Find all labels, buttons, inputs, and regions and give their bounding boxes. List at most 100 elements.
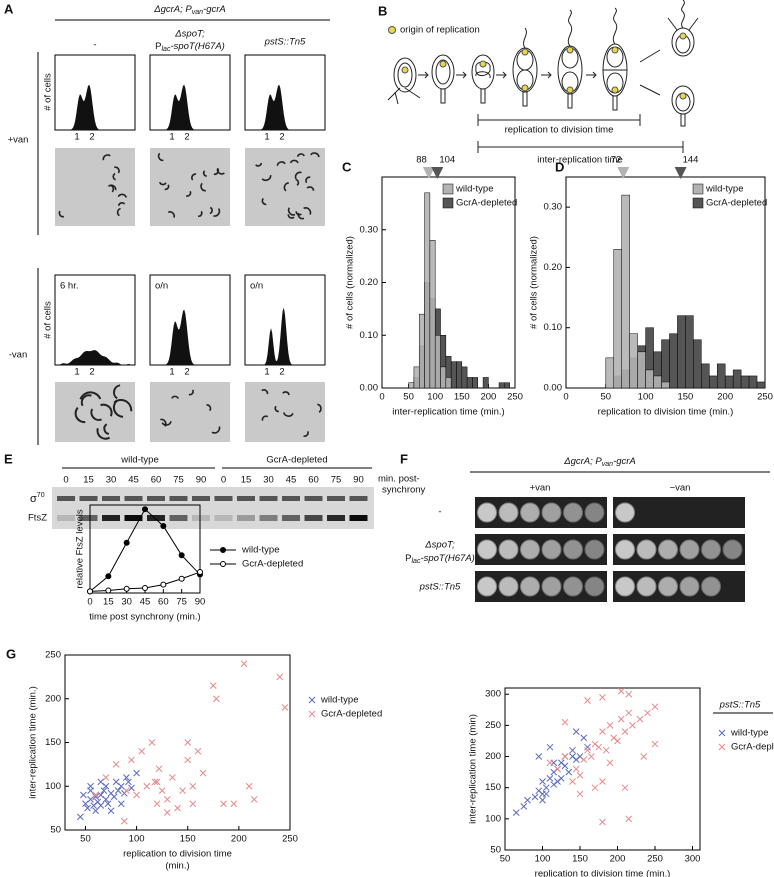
row-label: ΔspoT; [424,540,455,551]
micrograph [150,382,230,442]
x-tick-label: 250 [282,834,298,845]
point [142,506,148,513]
point [105,587,112,594]
cell [261,415,269,421]
point [651,740,659,748]
spot [498,502,519,523]
point [644,709,651,717]
x-tick-label: 30 [121,597,132,608]
point [625,690,633,698]
point [542,784,550,792]
row-label: FtsZ [28,513,47,524]
point [554,778,561,785]
row-label-sup: 70 [37,492,45,499]
band [214,515,233,521]
lane-label: 90 [196,475,207,486]
y-tick-label: 0.30 [360,224,379,235]
lane-label: 15 [241,475,252,486]
band [327,515,345,521]
point [82,800,89,808]
y-tick-label: 0.20 [360,277,379,288]
lane-label: 45 [286,475,297,486]
point [179,787,186,794]
point [128,756,135,764]
histogram-bar [440,366,447,389]
y-tick-label: 100 [45,781,61,792]
point [92,807,100,815]
micrograph [245,382,325,442]
x-tick-label: 200 [717,392,733,403]
band [282,515,300,521]
point [250,796,258,803]
x-axis-label: replication to division time (min.) [535,869,671,877]
x-tick-label: 250 [507,392,523,403]
point [625,815,633,823]
x-tick-label: 100 [535,854,551,865]
point [651,703,659,711]
x-tick-label: 90 [195,597,206,608]
panel-letter: F [400,451,408,466]
band [237,496,255,501]
histogram-bar [693,339,702,389]
flow-histogram [60,84,130,130]
band [349,496,368,501]
title-part: ΔgcrA; P [153,4,192,15]
cell [303,431,309,437]
point [178,575,185,582]
point [276,673,284,681]
cell [274,405,279,413]
point [640,753,648,760]
x-tick-label: 100 [129,834,145,845]
point [197,569,203,576]
spot [477,539,497,560]
spot [520,576,540,597]
y-tick-label: 150 [45,737,61,748]
point [169,774,176,781]
x-tick-label: 150 [572,854,588,865]
column-header: Plac-spoT(H67A) [155,41,225,53]
legend-marker [220,547,226,553]
point [76,813,84,821]
point [595,743,603,751]
point [153,800,161,808]
cell [58,210,65,218]
point [606,759,614,767]
median-marker [674,167,687,179]
point [128,784,135,792]
histogram-bar [748,375,758,389]
point [163,796,171,803]
point [178,552,185,559]
legend-swatch [692,197,704,209]
spot [477,576,497,597]
x-axis-label: replication to division time (min.) [598,407,734,418]
x-tick-label: 100 [427,392,443,403]
column-header: - [93,40,96,51]
point [104,800,112,808]
legend-swatch [442,197,454,209]
point [123,774,130,781]
x-axis-label: inter-replication time (min.) [392,407,504,418]
point [114,787,122,794]
point [576,790,584,798]
median-marker [431,167,444,179]
point [572,765,580,773]
point [199,769,207,777]
cell [283,412,294,417]
time-label: o/n [155,281,168,292]
row-label: pstS::Tn5 [419,582,461,593]
point [189,782,197,790]
point [561,753,569,760]
peak-label: 2 [89,367,94,378]
lane-label: 30 [106,475,117,486]
header-part: P [155,41,161,52]
band [192,496,210,501]
spot [477,502,497,523]
x-axis-label: time post synchrony (min.) [89,612,200,623]
x-tick-label: 0 [87,597,92,608]
point [220,800,227,808]
x-tick-label: 150 [454,392,470,403]
spot [563,576,583,597]
point [100,787,108,794]
legend-label: wild-type [730,728,769,739]
histogram-bar [669,333,678,389]
